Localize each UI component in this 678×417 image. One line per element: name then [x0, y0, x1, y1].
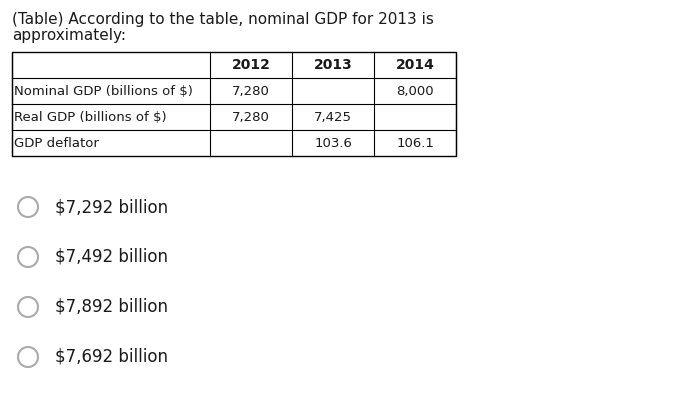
- Text: approximately:: approximately:: [12, 28, 126, 43]
- Text: 2013: 2013: [314, 58, 353, 72]
- Text: $7,692 billion: $7,692 billion: [55, 348, 168, 366]
- Text: 7,280: 7,280: [232, 111, 270, 123]
- Text: 103.6: 103.6: [314, 136, 352, 150]
- Text: 7,425: 7,425: [314, 111, 352, 123]
- Text: $7,892 billion: $7,892 billion: [55, 298, 168, 316]
- Text: $7,292 billion: $7,292 billion: [55, 198, 168, 216]
- Text: Nominal GDP (billions of $): Nominal GDP (billions of $): [14, 85, 193, 98]
- Text: 7,280: 7,280: [232, 85, 270, 98]
- Text: 106.1: 106.1: [396, 136, 434, 150]
- Text: 8,000: 8,000: [396, 85, 434, 98]
- Text: Real GDP (billions of $): Real GDP (billions of $): [14, 111, 167, 123]
- Text: GDP deflator: GDP deflator: [14, 136, 99, 150]
- Text: 2012: 2012: [232, 58, 271, 72]
- Text: (Table) According to the table, nominal GDP for 2013 is: (Table) According to the table, nominal …: [12, 12, 434, 27]
- Text: $7,492 billion: $7,492 billion: [55, 248, 168, 266]
- Text: 2014: 2014: [395, 58, 435, 72]
- Bar: [12, 52, 456, 156]
